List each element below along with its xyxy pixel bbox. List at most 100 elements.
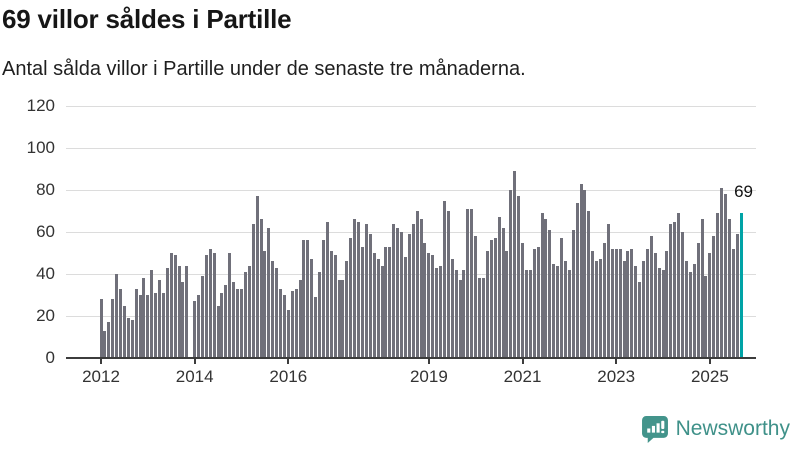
gridline-y-40 <box>66 274 756 275</box>
bar <box>138 295 142 358</box>
bar <box>435 267 439 358</box>
bar <box>552 263 556 358</box>
bar <box>700 219 704 358</box>
bar <box>560 238 564 358</box>
bar <box>450 259 454 358</box>
bar <box>563 261 567 358</box>
bar <box>271 261 275 358</box>
bar <box>458 280 462 358</box>
bar <box>286 309 290 358</box>
bar <box>251 223 255 358</box>
bar <box>696 242 700 358</box>
bar <box>532 248 536 358</box>
bar <box>645 248 649 358</box>
x-axis-tick-2014 <box>193 359 196 364</box>
gridline-y-20 <box>66 316 756 317</box>
bar <box>161 292 165 358</box>
bar <box>712 236 716 358</box>
x-axis-tick-2025 <box>708 359 711 364</box>
y-axis-label: 0 <box>45 348 55 367</box>
bar <box>290 290 294 358</box>
bar <box>353 219 357 358</box>
newsworthy-logo-icon <box>641 416 668 443</box>
bar <box>723 194 727 358</box>
bar <box>158 280 162 358</box>
bar <box>470 208 474 358</box>
y-axis-label: 20 <box>36 306 55 325</box>
bar <box>528 269 532 358</box>
bar <box>243 271 247 358</box>
bar <box>509 190 513 358</box>
bar <box>481 278 485 358</box>
bar <box>240 288 243 358</box>
highlight-bar <box>739 213 743 358</box>
bar <box>485 250 489 358</box>
bar <box>267 227 271 358</box>
bar <box>575 202 579 358</box>
bar <box>423 242 427 358</box>
bar <box>150 269 154 358</box>
bar <box>454 269 458 358</box>
bar <box>513 171 517 358</box>
bar <box>661 269 665 358</box>
bar <box>501 227 505 358</box>
bar <box>411 223 415 358</box>
bar <box>587 211 591 358</box>
bar <box>716 213 720 358</box>
bar <box>595 261 599 358</box>
bar <box>415 211 419 358</box>
x-axis-label-2016: 2016 <box>269 367 308 386</box>
bar <box>688 271 692 358</box>
bar <box>165 267 169 358</box>
bar <box>259 219 263 358</box>
bar <box>130 320 134 358</box>
bar <box>314 297 318 358</box>
bar <box>107 322 111 358</box>
bar <box>446 211 450 358</box>
bar <box>204 255 208 358</box>
bar <box>333 255 337 358</box>
bar <box>602 242 606 358</box>
bar <box>349 238 353 358</box>
bar <box>337 280 341 358</box>
y-axis-label: 100 <box>26 138 55 157</box>
x-axis-label-2019: 2019 <box>409 367 448 386</box>
bar <box>657 267 661 358</box>
bar <box>544 219 548 358</box>
bar <box>329 250 333 358</box>
bar <box>634 265 638 358</box>
bar <box>302 240 306 358</box>
bar <box>212 253 216 358</box>
bar <box>361 246 364 358</box>
bar <box>181 282 185 358</box>
x-axis-tick-2019 <box>427 359 430 364</box>
bar <box>318 271 322 358</box>
brand-name: Newsworthy <box>675 417 790 440</box>
bar <box>146 295 150 358</box>
bar <box>692 263 696 358</box>
bar <box>169 253 173 358</box>
bar <box>427 253 431 358</box>
bar <box>548 229 552 358</box>
bar <box>489 240 493 358</box>
bar <box>610 248 614 358</box>
bar <box>571 229 575 358</box>
bar <box>497 217 501 358</box>
bar <box>115 274 119 358</box>
x-axis-tick-2016 <box>287 359 290 364</box>
bar <box>665 250 669 358</box>
gridline-y-120 <box>66 106 756 107</box>
bar <box>396 227 400 358</box>
bar <box>521 242 525 358</box>
bar <box>200 276 204 358</box>
bar <box>517 196 521 358</box>
bar <box>536 246 540 358</box>
bar <box>677 213 681 358</box>
bar <box>122 305 126 358</box>
gridline-y-100 <box>66 148 756 149</box>
bar <box>669 223 673 358</box>
bar <box>345 261 349 358</box>
bar <box>419 219 423 358</box>
bar <box>673 221 677 358</box>
bar <box>173 255 177 358</box>
